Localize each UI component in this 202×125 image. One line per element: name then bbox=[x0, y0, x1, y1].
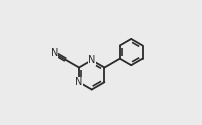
Text: N: N bbox=[50, 48, 58, 58]
Text: N: N bbox=[88, 55, 95, 65]
Text: N: N bbox=[75, 77, 83, 87]
Text: N: N bbox=[88, 55, 95, 65]
Text: N: N bbox=[75, 77, 83, 87]
Text: N: N bbox=[50, 48, 58, 58]
